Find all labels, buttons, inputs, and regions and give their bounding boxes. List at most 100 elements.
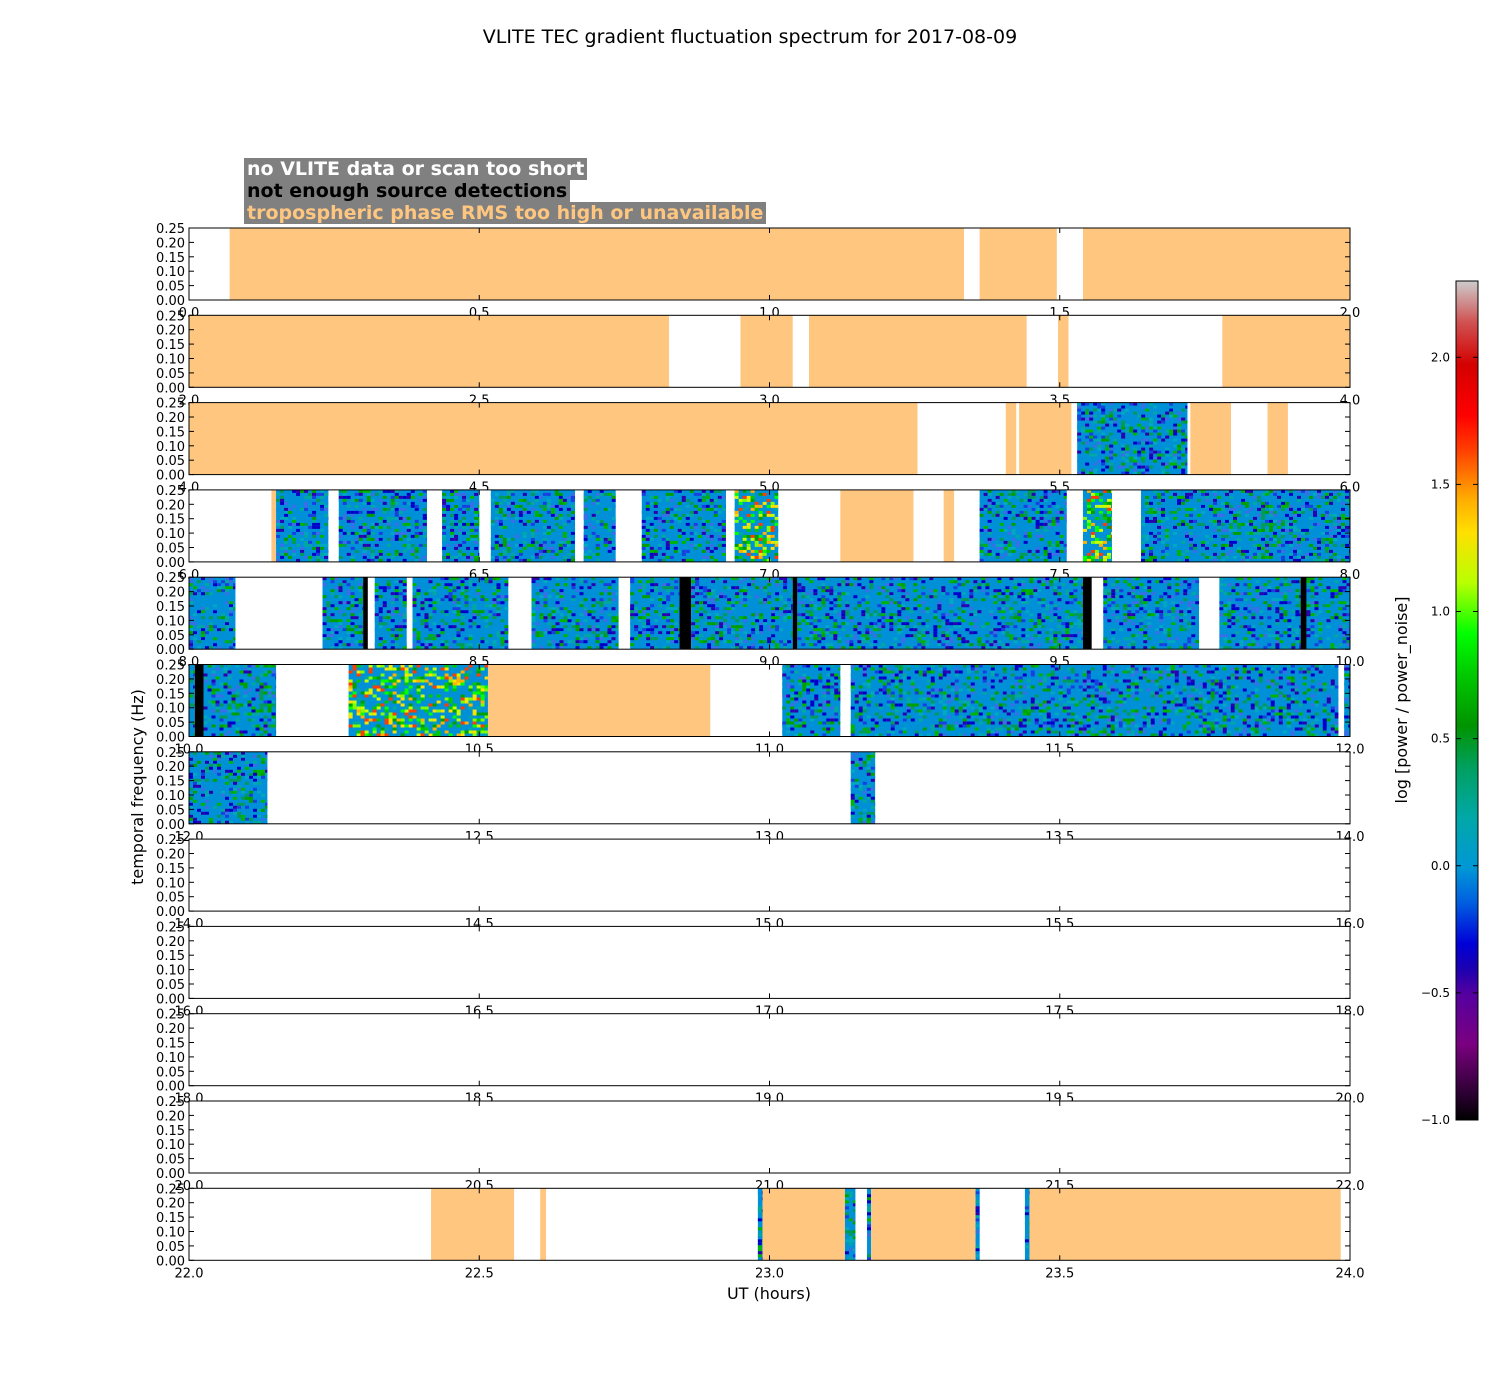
y-tick-label: 0.15	[156, 1037, 185, 1052]
y-tick-label: 0.10	[156, 702, 185, 717]
y-tick-label: 0.00	[156, 731, 185, 746]
x-tick-label: 23.0	[755, 1266, 784, 1281]
y-tick-label: 0.15	[156, 338, 185, 353]
spectrum-segment	[583, 489, 616, 562]
y-tick-label: 0.05	[156, 1240, 185, 1255]
spectrum-segment	[189, 751, 268, 824]
tropo-segment	[871, 1188, 976, 1261]
low-detection-segment	[1300, 577, 1307, 650]
low-detection-segment	[1082, 577, 1092, 650]
spectrum-segment	[1077, 402, 1188, 475]
spectrum-segment	[850, 664, 1339, 737]
spectrum-segment	[490, 489, 576, 562]
tropo-segment	[1005, 402, 1017, 475]
legend-tropo-rms: tropospheric phase RMS too high or unava…	[244, 202, 767, 224]
spectrum-segment	[867, 1188, 872, 1261]
panels-group: 0.000.050.100.150.200.250.0 0.5 1.0 1.5 2.00…	[156, 222, 1364, 1281]
spectrum-segment	[189, 664, 195, 737]
y-tick-label: 0.20	[156, 673, 185, 688]
y-tick-label: 0.05	[156, 629, 185, 644]
spectrum-segment	[412, 577, 509, 650]
y-tick-label: 0.20	[156, 1197, 185, 1212]
spectrum-segment	[442, 489, 480, 562]
colorbar-tick-label: 0.5	[1431, 732, 1450, 746]
spectrum-segment	[276, 489, 329, 562]
spectrum-segment	[850, 751, 876, 824]
panel-background	[189, 1101, 1350, 1173]
colorbar-tick-label: −0.5	[1421, 986, 1450, 1000]
chart-title: VLITE TEC gradient fluctuation spectrum …	[483, 26, 1017, 48]
tropo-segment	[1019, 402, 1072, 475]
tropo-segment	[943, 489, 955, 562]
spectrum-segment	[203, 664, 277, 737]
spectrum-segment	[797, 577, 1083, 650]
y-tick-label: 0.05	[156, 280, 185, 295]
y-tick-label: 0.00	[156, 556, 185, 571]
low-detection-segment	[792, 577, 798, 650]
tropo-segment	[487, 664, 711, 737]
tropo-segment	[540, 1188, 547, 1261]
spectrum-segment	[189, 577, 236, 650]
y-tick-label: 0.05	[156, 542, 185, 557]
y-tick-label: 0.20	[156, 324, 185, 339]
y-tick-label: 0.05	[156, 1153, 185, 1168]
y-tick-label: 0.25	[156, 1095, 185, 1110]
y-tick-label: 0.20	[156, 760, 185, 775]
y-tick-label: 0.10	[156, 353, 185, 368]
y-tick-label: 0.00	[156, 1254, 185, 1269]
y-tick-label: 0.00	[156, 469, 185, 484]
y-tick-label: 0.00	[156, 818, 185, 833]
colorbar-tick-label: 2.0	[1431, 350, 1450, 364]
panel-background	[189, 1013, 1350, 1086]
spectrum-segment	[322, 577, 364, 650]
y-tick-label: 0.00	[156, 992, 185, 1007]
y-tick-label: 0.25	[156, 397, 185, 412]
tropo-segment	[431, 1188, 515, 1261]
y-tick-label: 0.00	[156, 381, 185, 396]
y-tick-label: 0.20	[156, 848, 185, 863]
y-tick-label: 0.05	[156, 454, 185, 469]
colorbar-ticks: −1.0 −0.5 0.0 0.5 1.0 1.5 2.0	[1421, 350, 1478, 1127]
y-tick-label: 0.25	[156, 222, 185, 237]
colorbar: −1.0 −0.5 0.0 0.5 1.0 1.5 2.0 log [power / pow…	[1392, 280, 1479, 1127]
spectrum-segment	[1103, 577, 1200, 650]
y-tick-label: 0.15	[156, 513, 185, 528]
tropo-segment	[189, 402, 918, 475]
spectrum-segment	[844, 1188, 856, 1261]
y-tick-label: 0.20	[156, 586, 185, 601]
tropo-segment	[271, 489, 277, 562]
low-detection-segment	[679, 577, 692, 650]
colorbar-tick-label: 1.5	[1431, 477, 1450, 491]
spectrum-segment	[757, 1188, 763, 1261]
y-tick-label: 0.15	[156, 862, 185, 877]
y-axis-label: temporal frequency (Hz)	[128, 689, 147, 885]
y-tick-label: 0.10	[156, 1226, 185, 1241]
tropo-segment	[808, 315, 1027, 388]
legend-no-data: no VLITE data or scan too short	[244, 158, 588, 180]
y-tick-label: 0.25	[156, 1182, 185, 1197]
y-tick-label: 0.25	[156, 833, 185, 848]
y-tick-label: 0.15	[156, 600, 185, 615]
y-tick-label: 0.05	[156, 1065, 185, 1080]
panel-11: 0.000.050.100.150.200.25 22.0 22.5 23.0 23.5…	[156, 1182, 1364, 1281]
y-tick-label: 0.10	[156, 876, 185, 891]
panel-2: 0.000.050.100.150.200.254.0 4.5 5.0 5.5 6.0	[156, 397, 1360, 496]
panel-1: 0.000.050.100.150.200.252.0 2.5 3.0 3.5 4.0	[156, 309, 1360, 408]
y-tick-label: 0.05	[156, 803, 185, 818]
y-tick-label: 0.15	[156, 687, 185, 702]
tropo-segment	[1058, 315, 1069, 388]
y-tick-label: 0.20	[156, 236, 185, 251]
tropo-segment	[1222, 315, 1350, 388]
y-tick-label: 0.10	[156, 614, 185, 629]
y-tick-label: 0.05	[156, 978, 185, 993]
y-tick-label: 0.25	[156, 484, 185, 499]
y-tick-label: 0.20	[156, 1022, 185, 1037]
panel-0: 0.000.050.100.150.200.250.0 0.5 1.0 1.5 2.0	[156, 222, 1360, 321]
spectrum-segment-high	[1082, 489, 1112, 562]
y-tick-label: 0.15	[156, 775, 185, 790]
y-tick-label: 0.25	[156, 659, 185, 674]
